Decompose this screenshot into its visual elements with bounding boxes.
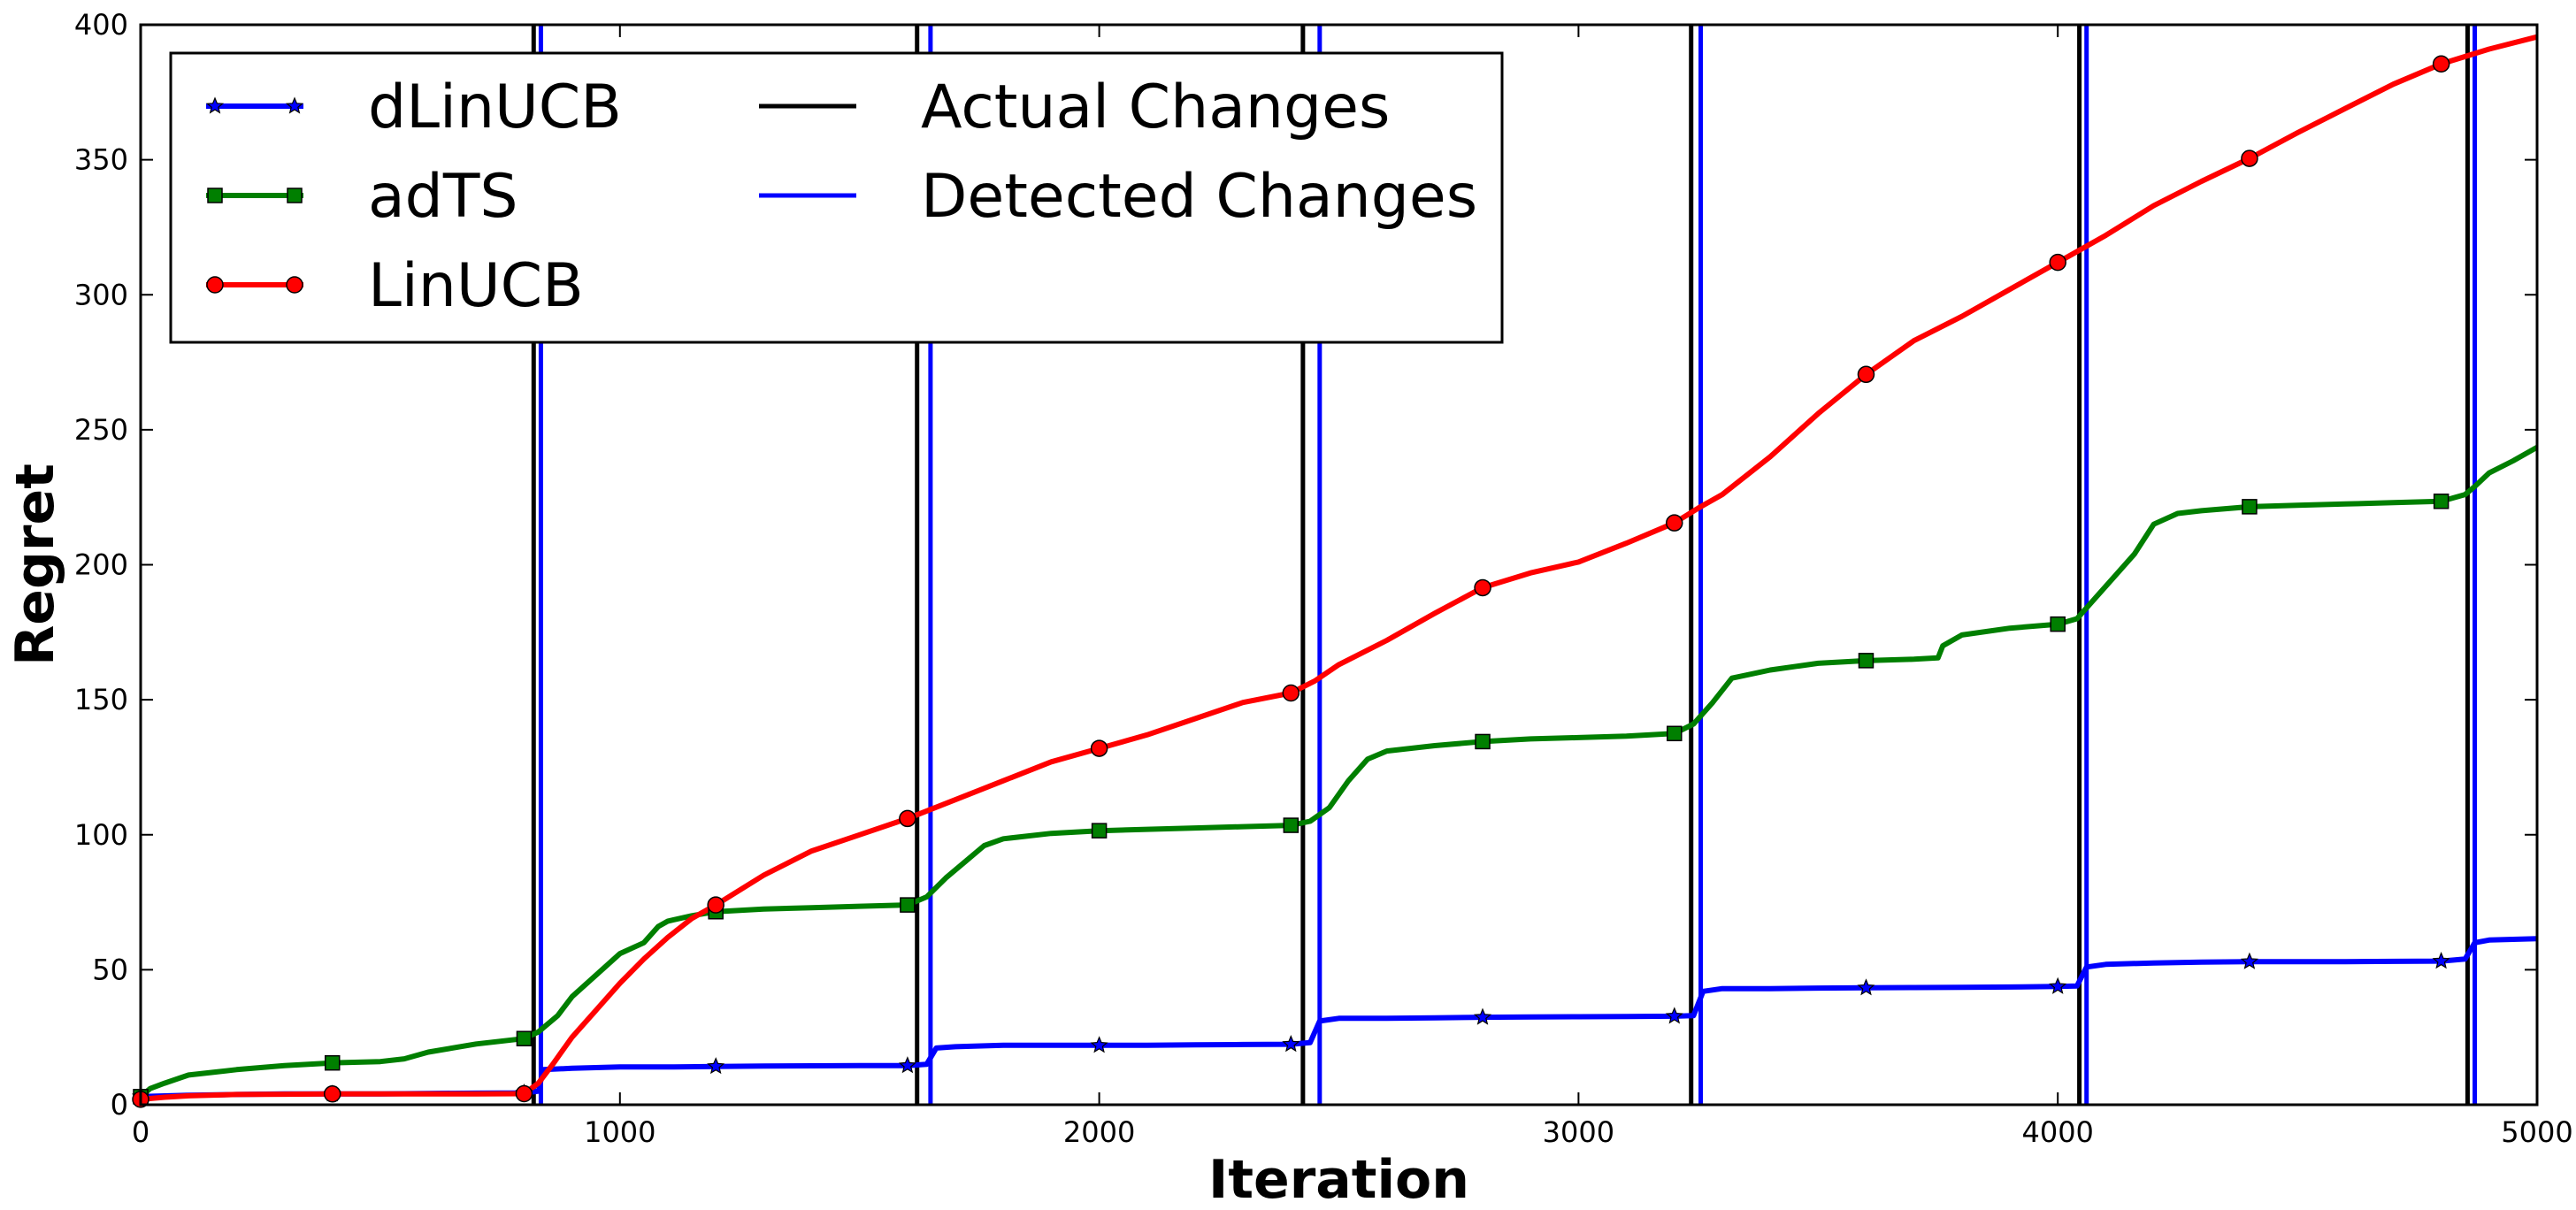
point-dlinucb [1665, 1007, 1683, 1024]
series-markers [131, 55, 2450, 1108]
legend-marker [287, 188, 303, 203]
legend-marker [206, 276, 224, 294]
y-tick-label: 0 [111, 1088, 128, 1122]
point-linucb [1282, 684, 1300, 702]
point-adts [2050, 616, 2066, 632]
point-linucb [323, 1085, 341, 1103]
point-adts [1667, 725, 1683, 742]
point-linucb [707, 896, 724, 914]
point-adts [1283, 817, 1300, 833]
point-dlinucb [707, 1057, 725, 1075]
point-adts [900, 897, 916, 913]
x-tick-label: 4000 [2021, 1115, 2093, 1149]
point-adts [2433, 494, 2450, 509]
legend-item-linucb: LinUCB [206, 251, 584, 321]
x-tick-label: 3000 [1543, 1115, 1614, 1149]
legend-label: dLinUCB [368, 73, 622, 142]
point-linucb [2049, 253, 2066, 272]
series-lines [139, 34, 2539, 1102]
point-adts [1091, 823, 1108, 839]
point-dlinucb [1857, 978, 1875, 996]
y-tick-label: 100 [74, 818, 128, 852]
x-tick-label: 5000 [2501, 1115, 2572, 1149]
point-dlinucb [2432, 952, 2450, 969]
y-tick-label: 400 [74, 8, 128, 42]
x-axis-label: Iteration [1208, 1149, 1469, 1210]
point-linucb [2432, 55, 2450, 73]
legend-label: LinUCB [368, 251, 584, 321]
y-tick-label: 300 [74, 278, 128, 311]
legend: dLinUCB adTS LinUCB Actual Changes Detected … [169, 51, 1504, 344]
legend-item-actual-changes: Actual Changes [759, 73, 1390, 142]
point-dlinucb [2049, 976, 2067, 994]
point-linucb [1090, 739, 1108, 757]
y-tick-label: 350 [74, 143, 128, 177]
point-linucb [515, 1084, 533, 1103]
point-linucb [1666, 514, 1683, 532]
axis-ticks: 0 1000 2000 3000 4000 5000 0 50 100 150 200 250 300 3… [74, 8, 2573, 1149]
legend-item-adts: adTS [206, 162, 518, 232]
point-adts [2242, 499, 2258, 515]
x-tick-label: 1000 [584, 1115, 656, 1149]
point-linucb [1857, 365, 1875, 384]
point-linucb [2241, 149, 2258, 167]
legend-label: adTS [368, 162, 518, 232]
legend-label: Detected Changes [921, 162, 1477, 232]
x-tick-label: 2000 [1063, 1115, 1135, 1149]
y-tick-label: 50 [92, 953, 128, 986]
point-adts [1858, 653, 1874, 669]
point-adts [1475, 733, 1491, 750]
y-tick-label: 150 [74, 683, 128, 716]
point-linucb [899, 809, 916, 828]
point-dlinucb [1282, 1035, 1300, 1053]
x-tick-label: 0 [132, 1115, 150, 1149]
point-dlinucb [898, 1056, 916, 1074]
point-dlinucb [2240, 952, 2259, 969]
legend-marker [207, 188, 223, 203]
series-line-linucb [140, 34, 2538, 1102]
point-linucb [1474, 578, 1491, 597]
legend-marker [285, 96, 304, 114]
y-tick-label: 250 [74, 413, 128, 447]
legend-marker [205, 96, 225, 114]
y-axis-label: Regret [4, 463, 66, 666]
point-dlinucb [1090, 1036, 1108, 1053]
series-line-adts [139, 445, 2539, 1099]
series-line-dlinucb [140, 936, 2538, 1099]
point-dlinucb [1473, 1007, 1492, 1025]
legend-marker [286, 276, 303, 294]
point-adts [516, 1030, 533, 1046]
y-tick-label: 200 [74, 548, 128, 582]
point-adts [324, 1054, 341, 1071]
legend-item-detected-changes: Detected Changes [759, 162, 1477, 232]
legend-label: Actual Changes [921, 73, 1390, 142]
legend-item-dlinucb: dLinUCB [205, 73, 622, 142]
